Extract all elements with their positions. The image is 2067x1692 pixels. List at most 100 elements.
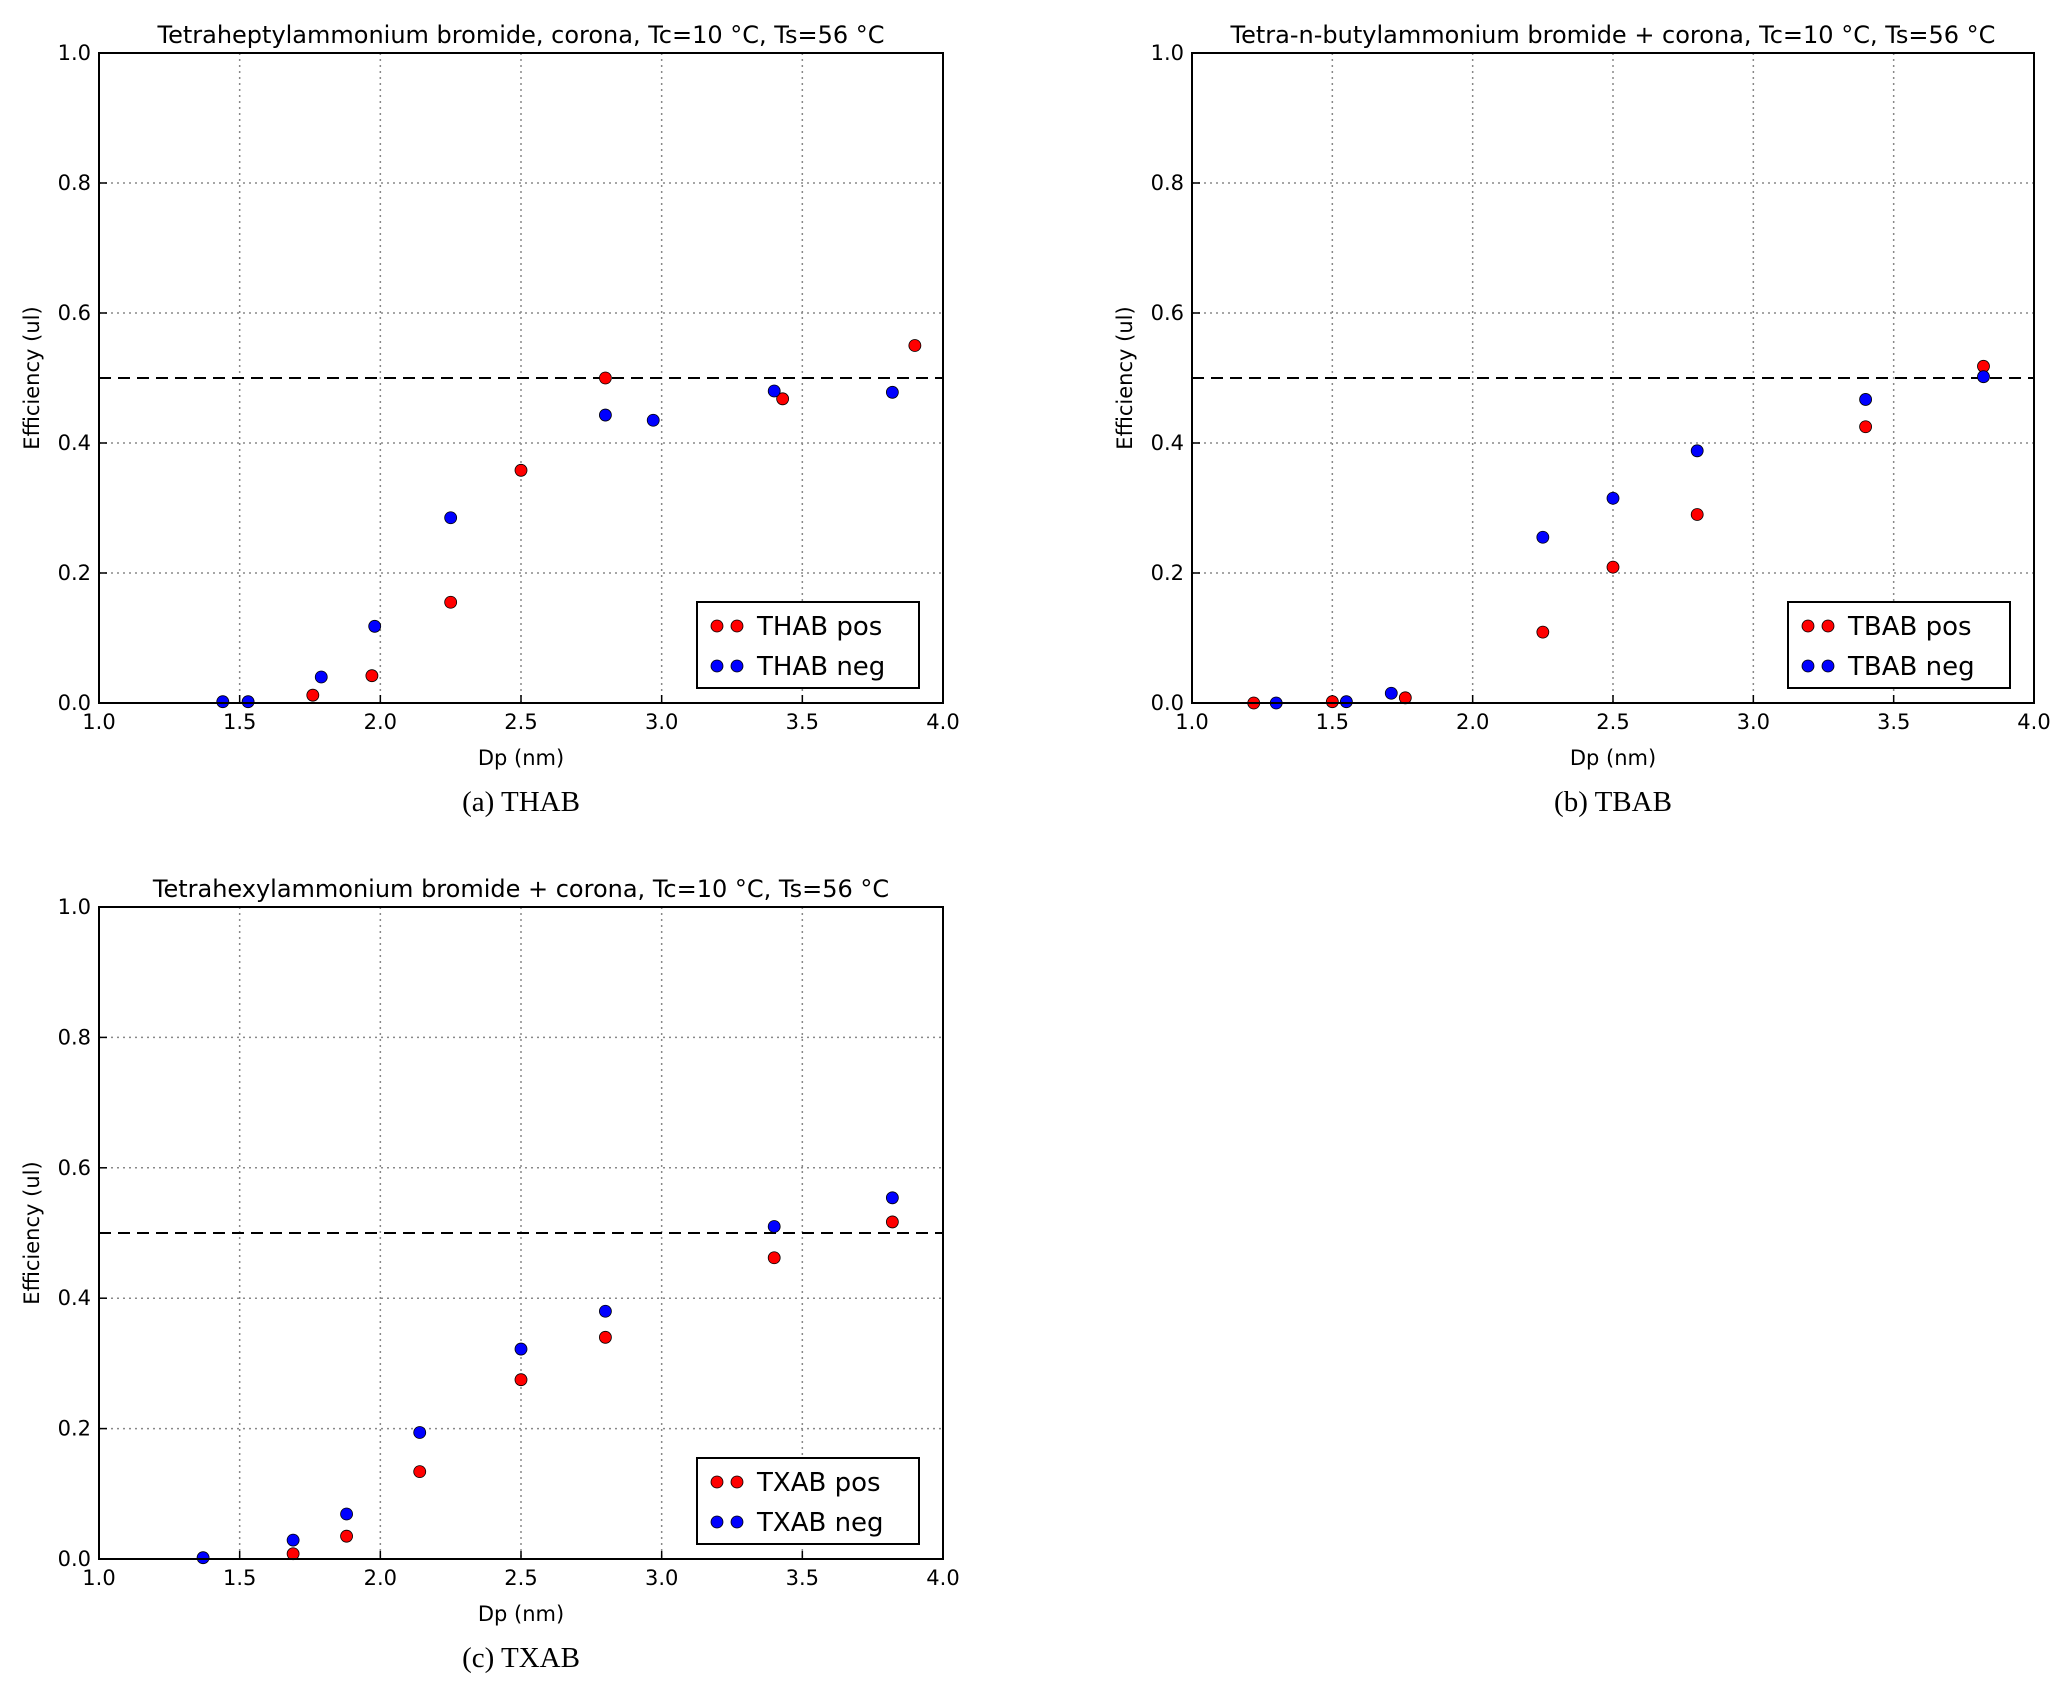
figure-caption: (b) TBAB: [1554, 786, 1672, 818]
data-point-neg: [196, 1551, 210, 1565]
y-tick-label: 0.4: [58, 1286, 91, 1310]
data-point-pos: [1325, 695, 1339, 709]
x-tick-label: 1.0: [82, 710, 115, 734]
y-tick-label: 0.0: [58, 691, 91, 715]
y-tick-label: 0.8: [58, 1025, 91, 1049]
legend-label: TXAB neg: [756, 1508, 884, 1538]
legend-label: THAB pos: [756, 612, 882, 642]
chart-2: 1.0 1.5 2.0 2.5 3.0 3.5 4.0 0.0 0.2 0.4 0.6 0.8 1.0 T…: [1113, 21, 2051, 818]
data-point-pos: [767, 1251, 781, 1265]
data-point-pos: [1536, 625, 1550, 639]
x-axis-label: Dp (nm): [478, 1602, 564, 1626]
figure-caption: (c) TXAB: [462, 1642, 580, 1674]
chart-1: 1.0 1.5 2.0 2.5 3.0 3.5 4.0 0.0 0.2 0.4 0.6 0.8 1.0 T…: [20, 21, 960, 818]
legend-box: [696, 601, 920, 689]
data-point-pos: [514, 1373, 528, 1387]
legend-box: [1787, 601, 2011, 689]
data-point-neg: [767, 1220, 781, 1233]
data-point-neg: [216, 695, 230, 709]
x-tick-label: 1.5: [223, 710, 256, 734]
x-tick-label: 3.0: [1737, 710, 1770, 734]
y-axis-label: Efficiency (ul): [20, 306, 44, 449]
legend-marker-pos: [730, 619, 744, 633]
legend-marker-neg: [1821, 659, 1835, 673]
x-tick-label: 3.5: [786, 710, 819, 734]
y-tick-label: 0.6: [58, 1156, 91, 1180]
x-tick-label: 4.0: [926, 1566, 959, 1590]
data-point-neg: [241, 695, 255, 709]
chart-title: Tetrahexylammonium bromide + corona, Tc=…: [152, 875, 889, 903]
legend-label: TBAB pos: [1847, 612, 1972, 642]
x-tick-label: 4.0: [926, 710, 959, 734]
legend-marker-neg: [710, 1515, 724, 1529]
x-axis-label: Dp (nm): [478, 746, 564, 770]
data-point-pos: [776, 392, 790, 406]
data-point-pos: [413, 1465, 427, 1479]
data-point-neg: [368, 619, 382, 633]
x-tick-label: 2.0: [364, 710, 397, 734]
data-point-neg: [444, 511, 458, 525]
data-point-pos: [885, 1215, 899, 1229]
legend-marker-pos: [730, 1475, 744, 1489]
x-tick-label: 1.5: [223, 1566, 256, 1590]
x-tick-label: 2.5: [504, 710, 537, 734]
y-tick-label: 0.8: [58, 171, 91, 195]
data-point-pos: [1690, 508, 1704, 521]
data-point-neg: [885, 385, 899, 399]
data-point-neg: [1384, 686, 1398, 700]
y-tick-label: 0.4: [58, 431, 91, 455]
legend-marker-neg: [730, 659, 744, 673]
legend-label: TBAB neg: [1847, 652, 1975, 682]
data-point-neg: [1606, 491, 1620, 505]
data-point-neg: [413, 1426, 427, 1439]
legend-marker-pos: [1821, 619, 1835, 633]
data-point-pos: [365, 669, 379, 683]
x-tick-label: 2.5: [504, 1566, 537, 1590]
data-point-pos: [306, 688, 320, 702]
x-tick-label: 1.5: [1316, 710, 1349, 734]
data-point-neg: [314, 670, 328, 684]
legend-box: [696, 1457, 920, 1545]
data-point-neg: [1690, 444, 1704, 458]
plot-frame: [98, 52, 944, 704]
legend-marker-pos: [710, 619, 724, 633]
legend-label: THAB neg: [756, 652, 885, 682]
y-tick-label: 0.0: [58, 1547, 91, 1571]
data-point-pos: [286, 1547, 300, 1561]
y-tick-label: 0.0: [1151, 691, 1184, 715]
data-point-neg: [767, 384, 781, 398]
data-point-neg: [1536, 530, 1550, 544]
plot-frame: [1191, 52, 2035, 704]
legend: TBAB pos TBAB neg: [1787, 601, 2011, 689]
y-axis-label: Efficiency (ul): [1113, 306, 1137, 449]
plot-frame: [98, 906, 944, 1560]
chart-title: Tetraheptylammonium bromide, corona, Tc=…: [156, 21, 884, 49]
x-tick-label: 2.0: [1456, 710, 1489, 734]
x-axis-label: Dp (nm): [1570, 746, 1656, 770]
legend-label: TXAB pos: [756, 1468, 881, 1498]
y-tick-label: 0.6: [1151, 301, 1184, 325]
x-tick-label: 3.0: [645, 710, 678, 734]
data-point-pos: [1859, 420, 1872, 434]
x-tick-label: 3.5: [786, 1566, 819, 1590]
x-tick-label: 3.5: [1877, 710, 1910, 734]
data-point-neg: [514, 1342, 528, 1356]
x-tick-label: 2.5: [1596, 710, 1629, 734]
data-point-neg: [885, 1191, 899, 1205]
x-tick-label: 1.0: [82, 1566, 115, 1590]
legend-marker-neg: [1801, 659, 1815, 673]
y-tick-label: 0.2: [1151, 561, 1184, 585]
legend-marker-neg: [730, 1515, 744, 1529]
data-point-pos: [340, 1529, 353, 1543]
y-tick-label: 0.2: [58, 561, 91, 585]
data-point-neg: [1977, 370, 1990, 384]
chart-title: Tetra-n-butylammonium bromide + corona, …: [1230, 21, 1996, 49]
data-point-pos: [444, 595, 458, 609]
y-tick-label: 1.0: [1151, 41, 1184, 65]
y-tick-label: 0.4: [1151, 431, 1184, 455]
y-tick-label: 1.0: [58, 41, 91, 65]
data-point-pos: [1606, 560, 1620, 574]
legend-marker-pos: [710, 1475, 724, 1489]
x-tick-label: 4.0: [2017, 710, 2050, 734]
